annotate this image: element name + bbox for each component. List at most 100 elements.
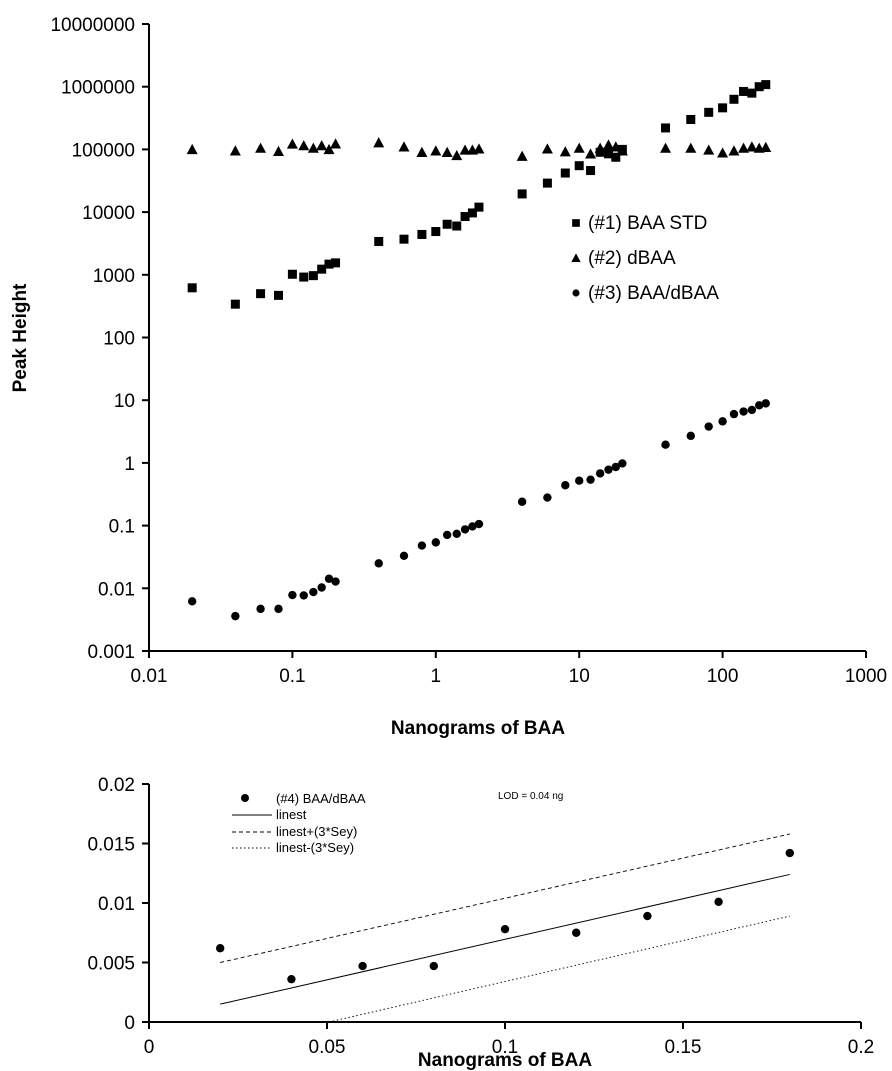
top-x-tick-label: 1 (431, 666, 442, 687)
top-point-triangle (398, 141, 410, 152)
top-point-circle (618, 459, 627, 468)
top-point-circle (729, 409, 739, 419)
top-point-circle (309, 587, 318, 597)
top-x-tick-label: 1000 (845, 666, 887, 687)
top-point-square (474, 202, 484, 212)
top-point-square (274, 290, 284, 300)
top-point-triangle (616, 145, 628, 156)
bottom-y-tick-label: 0.015 (87, 835, 135, 856)
top-point-circle (274, 604, 283, 614)
bottom-legend-label: (#4) BAA/dBAA (276, 791, 366, 806)
bottom-x-axis-label: Nanograms of BAA (418, 1050, 592, 1071)
top-point-circle (187, 597, 197, 606)
top-point-triangle (594, 142, 606, 153)
top-point-square (374, 236, 384, 246)
top-point-square (324, 259, 334, 269)
bottom-line-dashed (220, 833, 790, 963)
top-point-triangle (186, 143, 198, 155)
bottom-legend-label: linest+(3*Sey) (276, 824, 357, 839)
top-point-triangle (330, 138, 342, 149)
top-point-circle (686, 431, 695, 441)
top-point-triangle (717, 147, 729, 158)
top-point-circle (595, 469, 605, 478)
top-point-triangle (316, 140, 328, 151)
top-x-axis-label: Nanograms of BAA (391, 718, 565, 739)
top-y-tick-label: 10 (114, 391, 135, 412)
top-y-tick-label: 10000000 (50, 15, 135, 36)
top-point-circle (755, 401, 764, 410)
top-point-triangle (559, 146, 571, 157)
top-point-triangle (602, 139, 614, 150)
top-point-triangle (746, 141, 758, 152)
top-point-triangle (541, 143, 553, 154)
bottom-x-tick-label: 0.15 (665, 1037, 702, 1058)
top-point-square (704, 107, 714, 117)
top-point-circle (442, 530, 452, 540)
top-point-circle (661, 440, 670, 449)
top-point-square (299, 272, 309, 282)
top-point-square (661, 123, 671, 133)
top-point-square (399, 234, 409, 244)
top-point-circle (317, 583, 326, 592)
top-point-circle (288, 590, 297, 600)
lod-annotation: LOD = 0.04 ng (498, 791, 563, 802)
top-point-circle (704, 422, 713, 431)
top-point-circle (474, 519, 484, 529)
top-point-circle (299, 591, 308, 600)
top-point-circle (611, 462, 621, 472)
top-point-triangle (286, 138, 298, 149)
top-point-circle (431, 538, 440, 547)
bottom-point-circle (714, 897, 723, 907)
top-y-tick-label: 10000 (82, 203, 135, 224)
top-y-axis-label: Peak Height (10, 283, 31, 392)
bottom-axes (142, 783, 862, 1029)
top-point-triangle (728, 145, 740, 156)
top-point-circle (586, 475, 595, 484)
bottom-y-tick-label: 0.005 (87, 954, 135, 975)
top-point-triangle (273, 145, 285, 157)
top-point-square (308, 271, 318, 281)
bottom-y-tick-labels: 0 0.005 0.01 0.015 0.02 (87, 775, 135, 1034)
top-point-circle (747, 405, 757, 415)
top-point-circle (331, 577, 340, 586)
bottom-point-circle (429, 961, 438, 971)
top-point-triangle (660, 142, 672, 153)
bottom-y-tick-label: 0 (124, 1013, 135, 1034)
top-point-circle (460, 525, 470, 534)
top-point-square (431, 227, 441, 237)
top-point-square (460, 212, 470, 222)
top-point-square (187, 283, 197, 293)
bottom-fit-lines (220, 833, 790, 1023)
top-point-triangle (229, 145, 241, 156)
top-point-square (542, 178, 552, 188)
top-point-square (256, 289, 266, 299)
bottom-x-tick-label: 0.1 (492, 1037, 518, 1058)
top-x-tick-labels: 0.01 0.1 1 10 100 1000 (131, 666, 888, 687)
top-point-triangle (585, 148, 597, 159)
top-y-tick-labels: 0.001 0.01 0.1 1 10 100 1000 10000 100000 1000000… (50, 15, 135, 663)
top-point-circle (324, 574, 334, 583)
top-point-triangle (573, 142, 585, 153)
bottom-y-tick-label: 0.01 (98, 894, 135, 915)
top-point-square (718, 103, 728, 113)
top-point-square (739, 86, 749, 96)
bottom-x-tick-label: 0.2 (848, 1037, 874, 1058)
top-y-tick-label: 1000000 (61, 78, 135, 99)
bottom-point-circle (785, 848, 794, 858)
top-point-triangle (703, 144, 715, 155)
top-point-triangle (430, 145, 442, 156)
top-point-square (287, 269, 297, 279)
top-point-triangle (451, 149, 463, 161)
bottom-legend-marker (241, 794, 249, 802)
top-point-triangle (516, 150, 528, 161)
top-point-square (417, 229, 427, 239)
top-point-triangle (416, 146, 428, 157)
top-y-tick-label: 0.001 (87, 642, 135, 663)
top-point-triangle (255, 142, 267, 153)
top-point-triangle (323, 143, 335, 155)
top-point-circle (575, 476, 584, 485)
bottom-y-tick-label: 0.02 (98, 775, 135, 796)
top-point-circle (561, 481, 570, 490)
